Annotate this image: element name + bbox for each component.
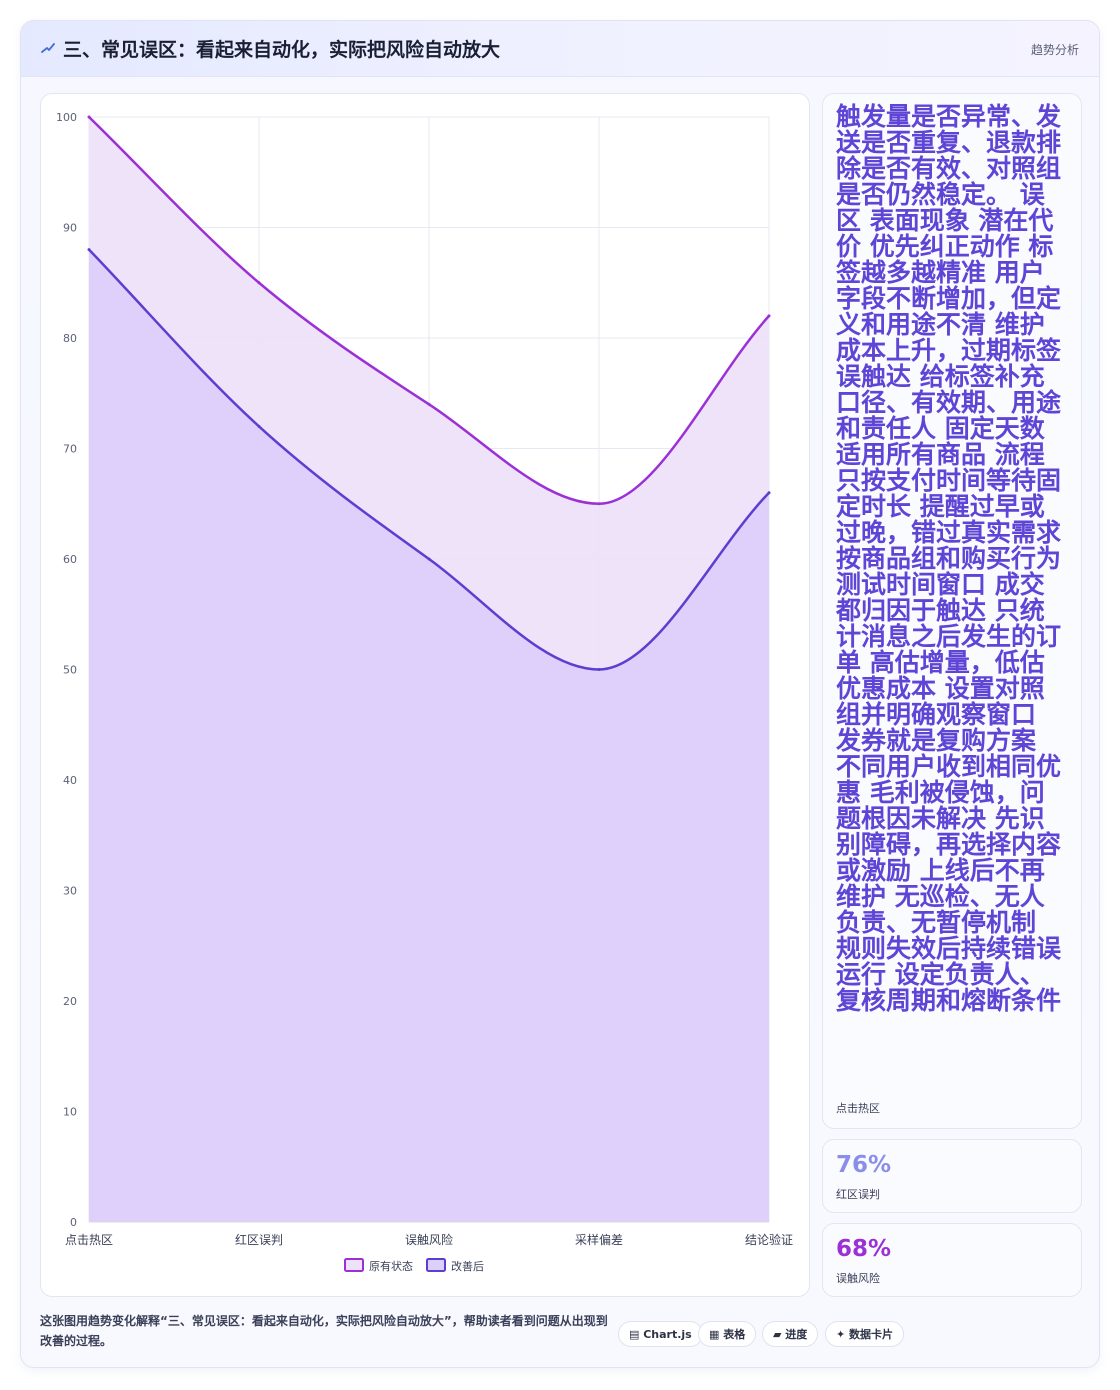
header-tag: 趋势分析 bbox=[1030, 43, 1079, 57]
y-tick-label: 0 bbox=[70, 1216, 77, 1229]
page-title: 三、常见误区：看起来自动化，实际把风险自动放大 bbox=[63, 39, 501, 61]
card-header: 三、常见误区：看起来自动化，实际把风险自动放大 趋势分析 bbox=[21, 21, 1099, 77]
chart-line-icon bbox=[41, 43, 55, 53]
data-point bbox=[257, 424, 261, 428]
x-tick-label: 采样偏差 bbox=[575, 1232, 623, 1247]
chip-data-card[interactable]: ✦ 数据卡片 bbox=[825, 1321, 905, 1347]
chart-caption: 这张图用趋势变化解释“三、常见误区：看起来自动化，实际把风险自动放大”，帮助读者… bbox=[40, 1314, 608, 1348]
y-tick-label: 10 bbox=[63, 1106, 77, 1119]
legend-label: 原有状态 bbox=[369, 1259, 413, 1273]
y-tick-label: 60 bbox=[63, 553, 77, 566]
data-point bbox=[87, 248, 91, 252]
data-point bbox=[257, 281, 261, 285]
chart-panel: 0 10 20 30 40 50 60 70 80 90 100 点击热区 红区误判 误触风险 采样偏差 结论… bbox=[40, 93, 810, 1297]
series-area-2 bbox=[89, 249, 769, 1223]
legend-label: 改善后 bbox=[451, 1259, 484, 1273]
stat-value: 76% bbox=[836, 1152, 892, 1178]
data-point bbox=[597, 668, 601, 671]
y-tick-label: 80 bbox=[63, 332, 77, 345]
legend-swatch bbox=[426, 1258, 446, 1272]
y-tick-label: 90 bbox=[63, 222, 77, 235]
y-tick-label: 70 bbox=[63, 443, 77, 456]
data-point bbox=[427, 402, 431, 406]
y-tick-label: 100 bbox=[56, 111, 77, 124]
report-card: 三、常见误区：看起来自动化，实际把风险自动放大 趋势分析 0 10 20 30 40 50… bbox=[20, 20, 1100, 1368]
data-point bbox=[427, 557, 431, 561]
x-tick-label: 红区误判 bbox=[235, 1232, 283, 1247]
stat-card-1: 触发量是否异常、发送是否重复、退款排除是否有效、对照组是否仍然稳定。 误区 表面… bbox=[822, 93, 1082, 1129]
chip-table[interactable]: ▦ 表格 bbox=[698, 1321, 757, 1347]
x-tick-label: 误触风险 bbox=[405, 1232, 453, 1247]
x-tick-label: 结论验证 bbox=[745, 1232, 793, 1247]
legend-swatch bbox=[344, 1258, 364, 1272]
y-tick-label: 20 bbox=[63, 995, 77, 1008]
stat-label: 误触风险 bbox=[836, 1272, 880, 1285]
stat-label: 红区误判 bbox=[836, 1188, 880, 1201]
x-tick-label: 点击热区 bbox=[65, 1233, 113, 1247]
stat-value: 68% bbox=[836, 1236, 892, 1262]
data-point bbox=[767, 491, 771, 495]
y-tick-label: 40 bbox=[63, 774, 77, 787]
y-tick-label: 50 bbox=[63, 664, 77, 677]
y-tick-label: 30 bbox=[63, 885, 77, 898]
stat-card-3: 68% 误触风险 bbox=[822, 1223, 1082, 1297]
stat-card-2: 76% 红区误判 bbox=[822, 1139, 1082, 1213]
data-point bbox=[597, 502, 601, 506]
data-point bbox=[767, 314, 771, 318]
stat-value: 触发量是否异常、发送是否重复、退款排除是否有效、对照组是否仍然稳定。 误区 表面… bbox=[836, 102, 1062, 1015]
data-point bbox=[87, 115, 91, 119]
area-chart: 0 10 20 30 40 50 60 70 80 90 100 点击热区 红区误判 误触风险 采样偏差 结论… bbox=[56, 111, 793, 1273]
chip-chartjs[interactable]: ▤ Chart.js bbox=[618, 1321, 703, 1347]
stat-label: 点击热区 bbox=[836, 1102, 880, 1115]
chip-progress[interactable]: ▰ 进度 bbox=[762, 1321, 819, 1347]
